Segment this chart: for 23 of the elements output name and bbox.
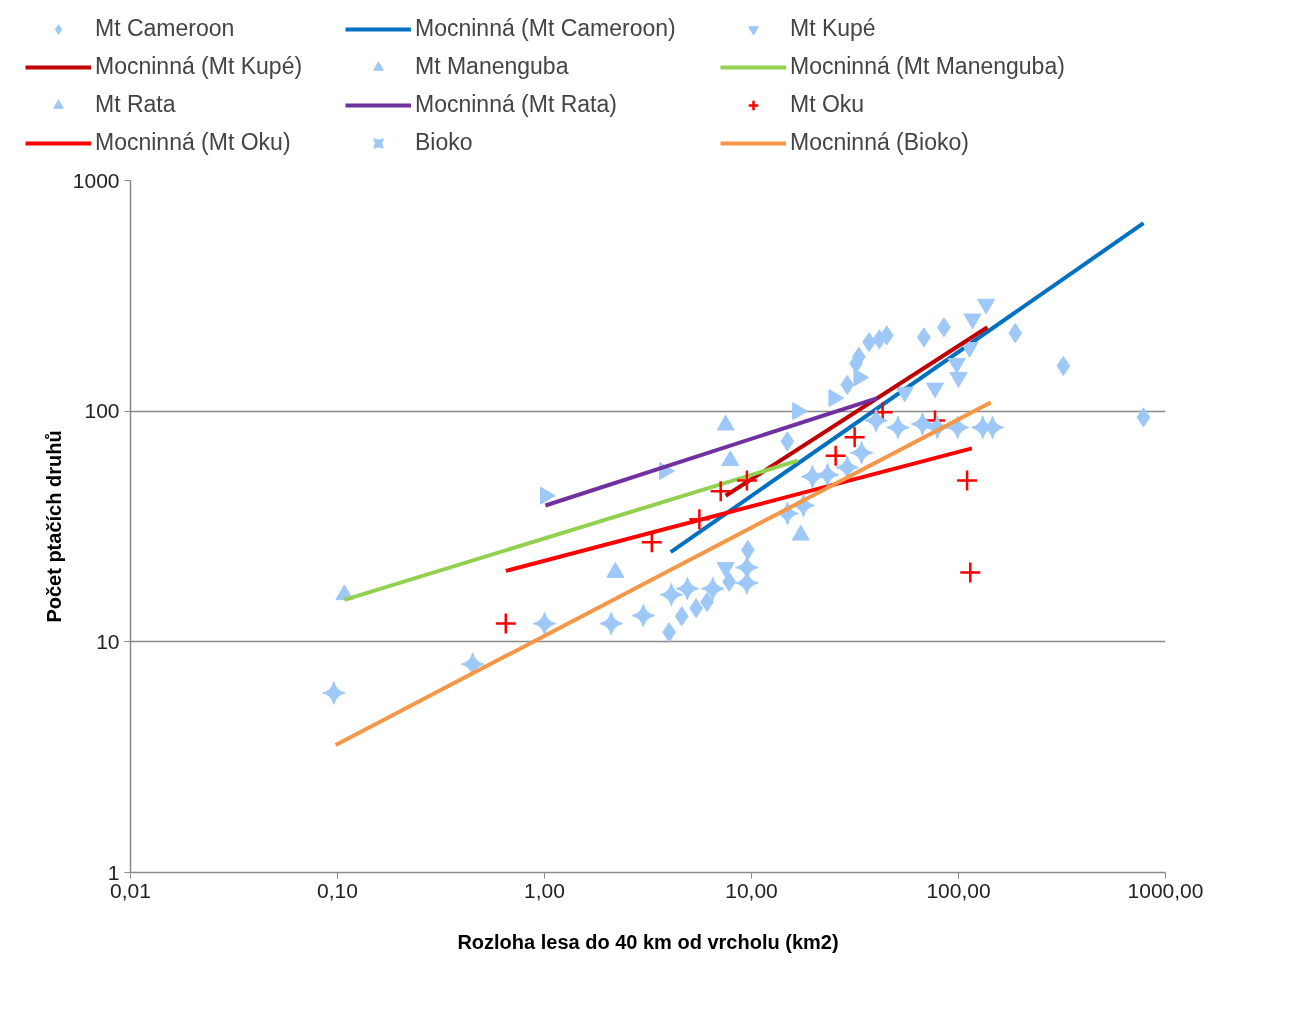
y-tick-label: 10 bbox=[96, 629, 120, 653]
legend-label: Mocninná (Bioko) bbox=[790, 129, 969, 156]
x-tick-label: 1,00 bbox=[524, 878, 565, 902]
legend-label: Mt Oku bbox=[790, 91, 865, 118]
legend-label: Mocninná (Mt Cameroon) bbox=[415, 15, 676, 42]
x-tick-label: 10,00 bbox=[725, 878, 778, 902]
legend-label: Mocninná (Mt Oku) bbox=[95, 129, 291, 156]
x-tick-label: 1000,00 bbox=[1127, 878, 1204, 902]
legend-label: Mocninná (Mt Kupé) bbox=[95, 53, 303, 80]
x-axis-title: Rozloha lesa do 40 km od vrcholu (km2) bbox=[457, 930, 839, 953]
y-tick-label: 1000 bbox=[72, 168, 120, 192]
legend-label: Mt Manenguba bbox=[415, 53, 569, 80]
legend-label: Mt Cameroon bbox=[95, 15, 235, 42]
legend-label: Mocninná (Mt Manenguba) bbox=[790, 53, 1065, 80]
x-tick-label: 100,00 bbox=[926, 878, 991, 902]
y-tick-label: 100 bbox=[84, 399, 120, 423]
x-tick-label: 0,10 bbox=[317, 878, 358, 902]
legend-label: Bioko bbox=[415, 129, 473, 156]
y-axis-title: Počet ptačích druhů bbox=[42, 430, 65, 623]
legend-label: Mt Kupé bbox=[790, 15, 876, 42]
legend-label: Mocninná (Mt Rata) bbox=[415, 91, 617, 118]
legend-label: Mt Rata bbox=[95, 91, 176, 118]
y-tick-label: 1 bbox=[107, 860, 120, 884]
